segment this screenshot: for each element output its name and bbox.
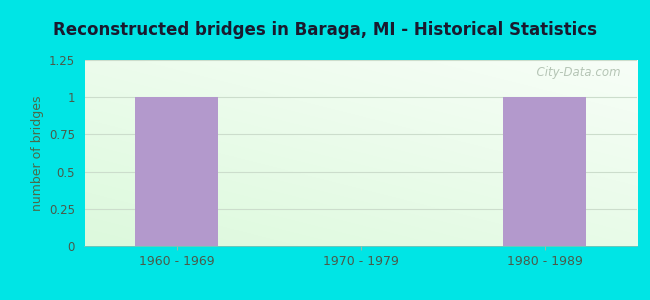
Y-axis label: number of bridges: number of bridges xyxy=(31,95,44,211)
Text: Reconstructed bridges in Baraga, MI - Historical Statistics: Reconstructed bridges in Baraga, MI - Hi… xyxy=(53,21,597,39)
Text: City-Data.com: City-Data.com xyxy=(529,66,620,79)
Bar xyxy=(504,97,586,246)
Bar xyxy=(135,97,218,246)
